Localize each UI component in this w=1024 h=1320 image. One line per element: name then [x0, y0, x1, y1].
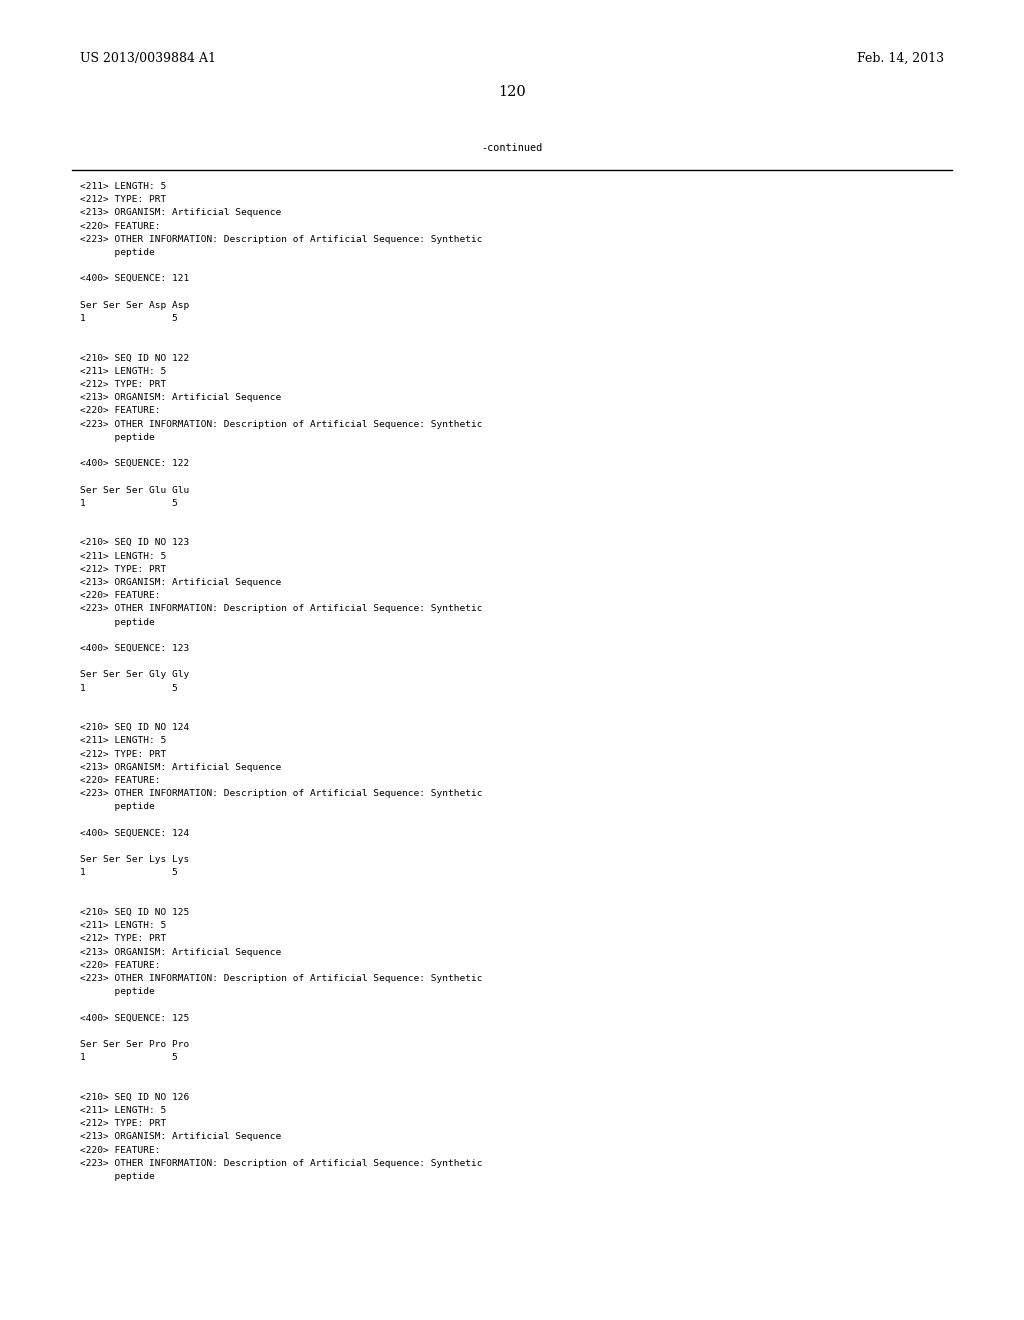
- Text: <223> OTHER INFORMATION: Description of Artificial Sequence: Synthetic: <223> OTHER INFORMATION: Description of …: [80, 235, 482, 244]
- Text: peptide: peptide: [80, 248, 155, 257]
- Text: 1               5: 1 5: [80, 1053, 178, 1063]
- Text: <212> TYPE: PRT: <212> TYPE: PRT: [80, 1119, 166, 1129]
- Text: Ser Ser Ser Gly Gly: Ser Ser Ser Gly Gly: [80, 671, 189, 680]
- Text: <212> TYPE: PRT: <212> TYPE: PRT: [80, 380, 166, 389]
- Text: 1               5: 1 5: [80, 684, 178, 693]
- Text: peptide: peptide: [80, 803, 155, 812]
- Text: <220> FEATURE:: <220> FEATURE:: [80, 961, 161, 970]
- Text: <210> SEQ ID NO 126: <210> SEQ ID NO 126: [80, 1093, 189, 1102]
- Text: Ser Ser Ser Asp Asp: Ser Ser Ser Asp Asp: [80, 301, 189, 310]
- Text: <213> ORGANISM: Artificial Sequence: <213> ORGANISM: Artificial Sequence: [80, 578, 282, 587]
- Text: <400> SEQUENCE: 124: <400> SEQUENCE: 124: [80, 829, 189, 838]
- Text: 1               5: 1 5: [80, 499, 178, 508]
- Text: <211> LENGTH: 5: <211> LENGTH: 5: [80, 367, 166, 376]
- Text: <220> FEATURE:: <220> FEATURE:: [80, 407, 161, 416]
- Text: peptide: peptide: [80, 618, 155, 627]
- Text: Ser Ser Ser Pro Pro: Ser Ser Ser Pro Pro: [80, 1040, 189, 1049]
- Text: <213> ORGANISM: Artificial Sequence: <213> ORGANISM: Artificial Sequence: [80, 948, 282, 957]
- Text: Ser Ser Ser Glu Glu: Ser Ser Ser Glu Glu: [80, 486, 189, 495]
- Text: peptide: peptide: [80, 1172, 155, 1181]
- Text: <212> TYPE: PRT: <212> TYPE: PRT: [80, 195, 166, 205]
- Text: -continued: -continued: [481, 143, 543, 153]
- Text: <211> LENGTH: 5: <211> LENGTH: 5: [80, 737, 166, 746]
- Text: <220> FEATURE:: <220> FEATURE:: [80, 591, 161, 601]
- Text: <213> ORGANISM: Artificial Sequence: <213> ORGANISM: Artificial Sequence: [80, 1133, 282, 1142]
- Text: <400> SEQUENCE: 123: <400> SEQUENCE: 123: [80, 644, 189, 653]
- Text: 120: 120: [498, 84, 526, 99]
- Text: <211> LENGTH: 5: <211> LENGTH: 5: [80, 182, 166, 191]
- Text: <210> SEQ ID NO 124: <210> SEQ ID NO 124: [80, 723, 189, 733]
- Text: <212> TYPE: PRT: <212> TYPE: PRT: [80, 565, 166, 574]
- Text: <210> SEQ ID NO 122: <210> SEQ ID NO 122: [80, 354, 189, 363]
- Text: <220> FEATURE:: <220> FEATURE:: [80, 222, 161, 231]
- Text: <211> LENGTH: 5: <211> LENGTH: 5: [80, 1106, 166, 1115]
- Text: <223> OTHER INFORMATION: Description of Artificial Sequence: Synthetic: <223> OTHER INFORMATION: Description of …: [80, 789, 482, 799]
- Text: <223> OTHER INFORMATION: Description of Artificial Sequence: Synthetic: <223> OTHER INFORMATION: Description of …: [80, 605, 482, 614]
- Text: 1               5: 1 5: [80, 869, 178, 878]
- Text: US 2013/0039884 A1: US 2013/0039884 A1: [80, 51, 216, 65]
- Text: <213> ORGANISM: Artificial Sequence: <213> ORGANISM: Artificial Sequence: [80, 209, 282, 218]
- Text: <400> SEQUENCE: 121: <400> SEQUENCE: 121: [80, 275, 189, 284]
- Text: Ser Ser Ser Lys Lys: Ser Ser Ser Lys Lys: [80, 855, 189, 865]
- Text: 1               5: 1 5: [80, 314, 178, 323]
- Text: <213> ORGANISM: Artificial Sequence: <213> ORGANISM: Artificial Sequence: [80, 393, 282, 403]
- Text: <220> FEATURE:: <220> FEATURE:: [80, 1146, 161, 1155]
- Text: Feb. 14, 2013: Feb. 14, 2013: [857, 51, 944, 65]
- Text: <211> LENGTH: 5: <211> LENGTH: 5: [80, 921, 166, 931]
- Text: <220> FEATURE:: <220> FEATURE:: [80, 776, 161, 785]
- Text: <210> SEQ ID NO 125: <210> SEQ ID NO 125: [80, 908, 189, 917]
- Text: <400> SEQUENCE: 122: <400> SEQUENCE: 122: [80, 459, 189, 469]
- Text: <400> SEQUENCE: 125: <400> SEQUENCE: 125: [80, 1014, 189, 1023]
- Text: peptide: peptide: [80, 987, 155, 997]
- Text: <210> SEQ ID NO 123: <210> SEQ ID NO 123: [80, 539, 189, 548]
- Text: <213> ORGANISM: Artificial Sequence: <213> ORGANISM: Artificial Sequence: [80, 763, 282, 772]
- Text: <223> OTHER INFORMATION: Description of Artificial Sequence: Synthetic: <223> OTHER INFORMATION: Description of …: [80, 1159, 482, 1168]
- Text: <223> OTHER INFORMATION: Description of Artificial Sequence: Synthetic: <223> OTHER INFORMATION: Description of …: [80, 974, 482, 983]
- Text: <212> TYPE: PRT: <212> TYPE: PRT: [80, 750, 166, 759]
- Text: <211> LENGTH: 5: <211> LENGTH: 5: [80, 552, 166, 561]
- Text: peptide: peptide: [80, 433, 155, 442]
- Text: <212> TYPE: PRT: <212> TYPE: PRT: [80, 935, 166, 944]
- Text: <223> OTHER INFORMATION: Description of Artificial Sequence: Synthetic: <223> OTHER INFORMATION: Description of …: [80, 420, 482, 429]
